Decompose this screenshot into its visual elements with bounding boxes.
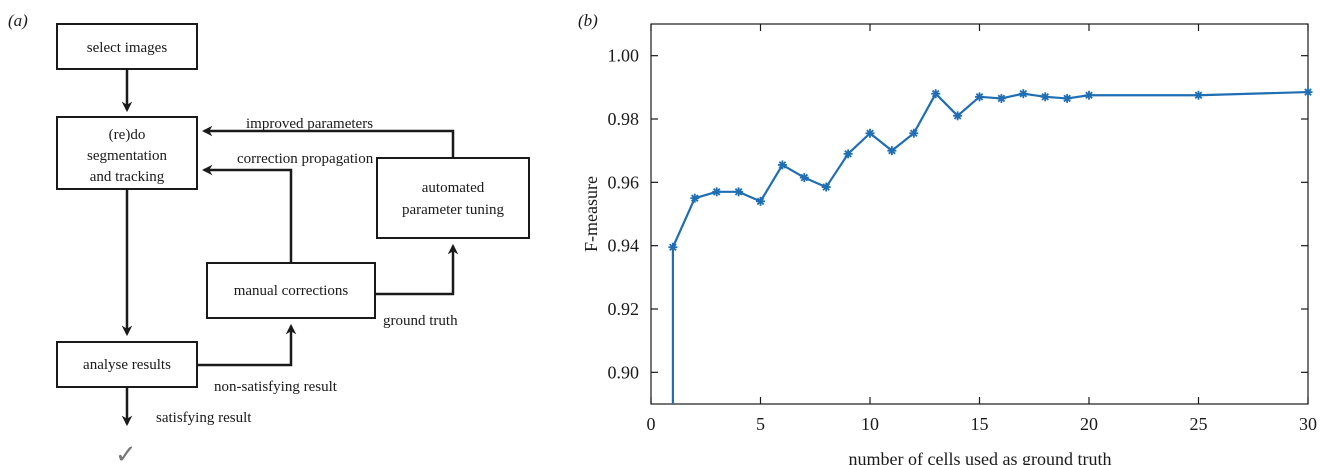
svg-text:and tracking: and tracking <box>90 169 165 185</box>
data-point <box>1303 87 1313 97</box>
series-layer <box>668 87 1313 404</box>
data-point <box>734 187 744 197</box>
correction-propagation-label: correction propagation <box>237 151 374 167</box>
x-tick-label: 30 <box>1299 414 1317 434</box>
svg-text:manual corrections: manual corrections <box>234 283 349 299</box>
data-point <box>865 128 875 138</box>
arrow-analyse-to-manual <box>197 323 297 367</box>
svg-text:automated: automated <box>422 180 485 196</box>
y-tick-label: 1.00 <box>608 46 640 66</box>
x-tick-label: 0 <box>647 414 656 434</box>
x-tick-label: 5 <box>756 414 765 434</box>
x-axis: 0 5 10 15 20 25 30 <box>647 24 1317 434</box>
data-point <box>996 93 1006 103</box>
panel-a-label: (a) <box>8 11 28 30</box>
data-point <box>668 242 678 252</box>
f-measure-chart: (b) 0.90 0.92 0.94 0.96 0.98 1.00 0 5 10 15 20 25 3… <box>578 11 1317 465</box>
ground-truth-label: ground truth <box>383 313 458 329</box>
svg-text:select images: select images <box>87 40 168 56</box>
data-point <box>1194 90 1203 100</box>
segmentation-box: (re)do segmentation and tracking <box>56 116 198 190</box>
y-tick-label: 0.94 <box>608 236 640 256</box>
panel-b-label: (b) <box>578 11 598 30</box>
y-axis: 0.90 0.92 0.94 0.96 0.98 1.00 <box>608 46 1308 382</box>
data-point <box>690 193 700 203</box>
data-point <box>1040 92 1050 102</box>
data-point <box>756 196 765 206</box>
data-point <box>953 111 963 121</box>
svg-text:segmentation: segmentation <box>87 148 167 164</box>
data-point <box>931 89 941 99</box>
data-point <box>1084 90 1094 100</box>
checkmark-icon: ✓ <box>115 440 137 465</box>
svg-text:parameter tuning: parameter tuning <box>402 202 505 218</box>
analyse-results-box: analyse results <box>56 341 198 388</box>
improved-parameters-label: improved parameters <box>246 116 373 132</box>
arrow-improved-parameters <box>201 125 455 158</box>
data-point <box>887 146 897 156</box>
y-tick-label: 0.92 <box>608 299 640 319</box>
y-tick-label: 0.96 <box>608 172 640 192</box>
y-axis-title: F-measure <box>581 176 601 252</box>
data-point <box>975 92 984 102</box>
data-point <box>777 160 787 170</box>
parameter-tuning-box: automated parameter tuning <box>376 157 530 239</box>
y-tick-label: 0.98 <box>608 109 640 129</box>
data-point <box>712 187 722 197</box>
data-point <box>909 128 919 138</box>
svg-text:(re)do: (re)do <box>109 127 146 143</box>
y-tick-label: 0.90 <box>608 362 640 382</box>
x-tick-label: 10 <box>861 414 879 434</box>
flowchart: (a) select images (re)do segmentation an… <box>8 11 530 465</box>
x-tick-label: 15 <box>971 414 989 434</box>
manual-corrections-box: manual corrections <box>206 262 376 319</box>
svg-text:analyse results: analyse results <box>83 357 171 373</box>
data-point <box>1018 89 1028 99</box>
x-axis-title: number of cells used as ground truth <box>849 449 1112 465</box>
data-point <box>799 173 809 183</box>
arrow-manual-to-tuning <box>375 243 459 296</box>
data-point <box>821 182 831 192</box>
data-point <box>1062 93 1072 103</box>
plot-frame <box>650 23 1309 405</box>
series-line <box>671 90 1309 404</box>
non-satisfying-result-label: non-satisfying result <box>214 379 338 395</box>
x-tick-label: 25 <box>1190 414 1208 434</box>
data-point <box>843 149 853 159</box>
select-images-box: select images <box>56 23 198 70</box>
x-tick-label: 20 <box>1080 414 1098 434</box>
arrow-correction-propagation <box>201 164 293 263</box>
satisfying-result-label: satisfying result <box>156 410 252 426</box>
